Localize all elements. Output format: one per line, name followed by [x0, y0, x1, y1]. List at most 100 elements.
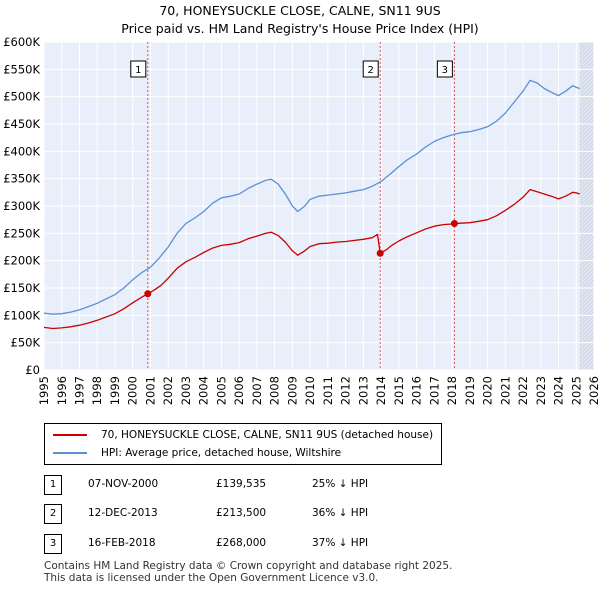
x-tick-label: 2023 — [534, 376, 548, 405]
footer-copyright: Contains HM Land Registry data © Crown c… — [44, 560, 453, 572]
future-hatch-line — [579, 279, 595, 295]
y-tick-label: £50K — [11, 336, 41, 350]
legend-hpi: HPI: Average price, detached house, Wilt… — [53, 445, 341, 461]
future-hatch-line — [579, 211, 595, 227]
future-hatch-line — [579, 287, 595, 303]
future-hatch-line — [579, 235, 595, 251]
x-tick-label: 2003 — [179, 376, 193, 405]
future-hatch-line — [579, 315, 595, 331]
x-tick-label: 2020 — [481, 376, 495, 405]
future-hatch-line — [579, 199, 595, 215]
sale-date: 16-FEB-2018 — [88, 537, 156, 549]
sale-row: 1 07-NOV-2000 £139,535 25% ↓ HPI — [44, 475, 444, 495]
x-tick-label: 2006 — [232, 376, 246, 405]
x-tick-label: 2008 — [268, 376, 282, 405]
x-tick-label: 2012 — [339, 376, 353, 405]
future-hatch-line — [579, 183, 595, 199]
future-hatch-line — [579, 227, 595, 243]
future-hatch-line — [579, 219, 595, 235]
future-hatch-line — [579, 51, 595, 67]
future-hatch-line — [579, 79, 595, 95]
future-hatch-line — [579, 123, 595, 139]
x-tick-label: 1995 — [37, 376, 51, 405]
future-hatch-line — [579, 355, 595, 371]
future-hatch-line — [579, 75, 595, 91]
future-hatch-line — [579, 91, 595, 107]
x-tick-label: 2009 — [285, 376, 299, 405]
future-hatch-line — [579, 255, 595, 271]
future-hatch-line — [579, 291, 595, 307]
future-hatch-line — [579, 327, 595, 343]
future-hatch-line — [579, 147, 595, 163]
sale-number-badge: 1 — [44, 475, 62, 495]
future-hatch-line — [579, 119, 595, 135]
y-tick-label: £600K — [3, 35, 40, 49]
future-hatch-line — [579, 47, 595, 63]
x-tick-label: 2017 — [427, 376, 441, 405]
future-hatch-line — [579, 59, 595, 75]
x-tick-label: 2018 — [445, 376, 459, 405]
y-tick-label: £100K — [3, 308, 40, 322]
x-tick-label: 2011 — [321, 376, 335, 405]
x-tick-label: 2016 — [410, 376, 424, 405]
x-tick-label: 2001 — [143, 376, 157, 405]
future-hatch-line — [579, 107, 595, 123]
sale-row: 2 12-DEC-2013 £213,500 36% ↓ HPI — [44, 504, 444, 524]
legend-hpi-label: HPI: Average price, detached house, Wilt… — [101, 447, 342, 459]
x-tick-label: 2015 — [392, 376, 406, 405]
future-hatch-line — [579, 247, 595, 263]
footer-licence: This data is licensed under the Open Gov… — [44, 572, 379, 584]
x-tick-label: 2007 — [250, 376, 264, 405]
legend-property: 70, HONEYSUCKLE CLOSE, CALNE, SN11 9US (… — [53, 427, 433, 443]
chart-subtitle: Price paid vs. HM Land Registry's House … — [121, 21, 479, 36]
future-hatch-line — [579, 127, 595, 143]
x-tick-label: 2013 — [356, 376, 370, 405]
sale-label-number: 3 — [442, 65, 448, 76]
future-hatch-line — [579, 331, 595, 347]
sale-price: £139,535 — [216, 478, 267, 490]
x-tick-label: 1996 — [55, 376, 69, 405]
future-hatch-line — [579, 95, 595, 111]
future-hatch-line — [579, 195, 595, 211]
x-tick-label: 2026 — [587, 376, 600, 405]
x-tick-label: 2010 — [303, 376, 317, 405]
sale-row: 3 16-FEB-2018 £268,000 37% ↓ HPI — [44, 534, 444, 554]
future-hatch-line — [579, 63, 595, 79]
future-hatch-line — [579, 231, 595, 247]
price-chart: £0 £50K £100K £150K £200K £250K £300K £350K £400… — [3, 35, 600, 405]
legend: 70, HONEYSUCKLE CLOSE, CALNE, SN11 9US (… — [44, 423, 442, 465]
future-hatch-line — [579, 41, 589, 51]
sale-point — [376, 249, 384, 257]
x-tick-label: 2022 — [516, 376, 530, 405]
future-hatch-line — [579, 295, 595, 311]
legend-property-label: 70, HONEYSUCKLE CLOSE, CALNE, SN11 9US (… — [101, 429, 434, 441]
x-tick-label: 1998 — [90, 376, 104, 405]
future-hatch-line — [579, 71, 595, 87]
x-tick-label: 2021 — [498, 376, 512, 405]
sale-price: £213,500 — [216, 507, 267, 519]
y-tick-label: £150K — [3, 281, 40, 295]
x-tick-label: 1999 — [108, 376, 122, 405]
x-tick-label: 2025 — [569, 376, 583, 405]
future-hatch-line — [579, 351, 595, 367]
sale-point — [450, 219, 458, 227]
x-tick-label: 2014 — [374, 376, 388, 405]
sale-hpi-diff: 36% ↓ HPI — [312, 507, 369, 519]
future-hatch-line — [579, 103, 595, 119]
sale-label-number: 2 — [368, 65, 374, 76]
future-hatch-line — [579, 41, 593, 55]
sale-label-box — [130, 60, 147, 78]
future-hatch-line — [579, 87, 595, 103]
y-tick-label: £0 — [25, 363, 40, 377]
x-tick-label: 2024 — [552, 376, 566, 405]
future-hatch-line — [579, 311, 595, 327]
x-tick-label: 2005 — [214, 376, 228, 405]
x-tick-label: 2000 — [126, 376, 140, 405]
x-tick-label: 2002 — [161, 376, 175, 405]
x-tick-label: 2019 — [463, 376, 477, 405]
future-hatch-line — [579, 131, 595, 147]
chart-title: 70, HONEYSUCKLE CLOSE, CALNE, SN11 9US — [159, 3, 441, 18]
sale-label-number: 1 — [135, 65, 141, 76]
property-price-line — [43, 188, 580, 330]
future-hatch-line — [579, 115, 595, 131]
